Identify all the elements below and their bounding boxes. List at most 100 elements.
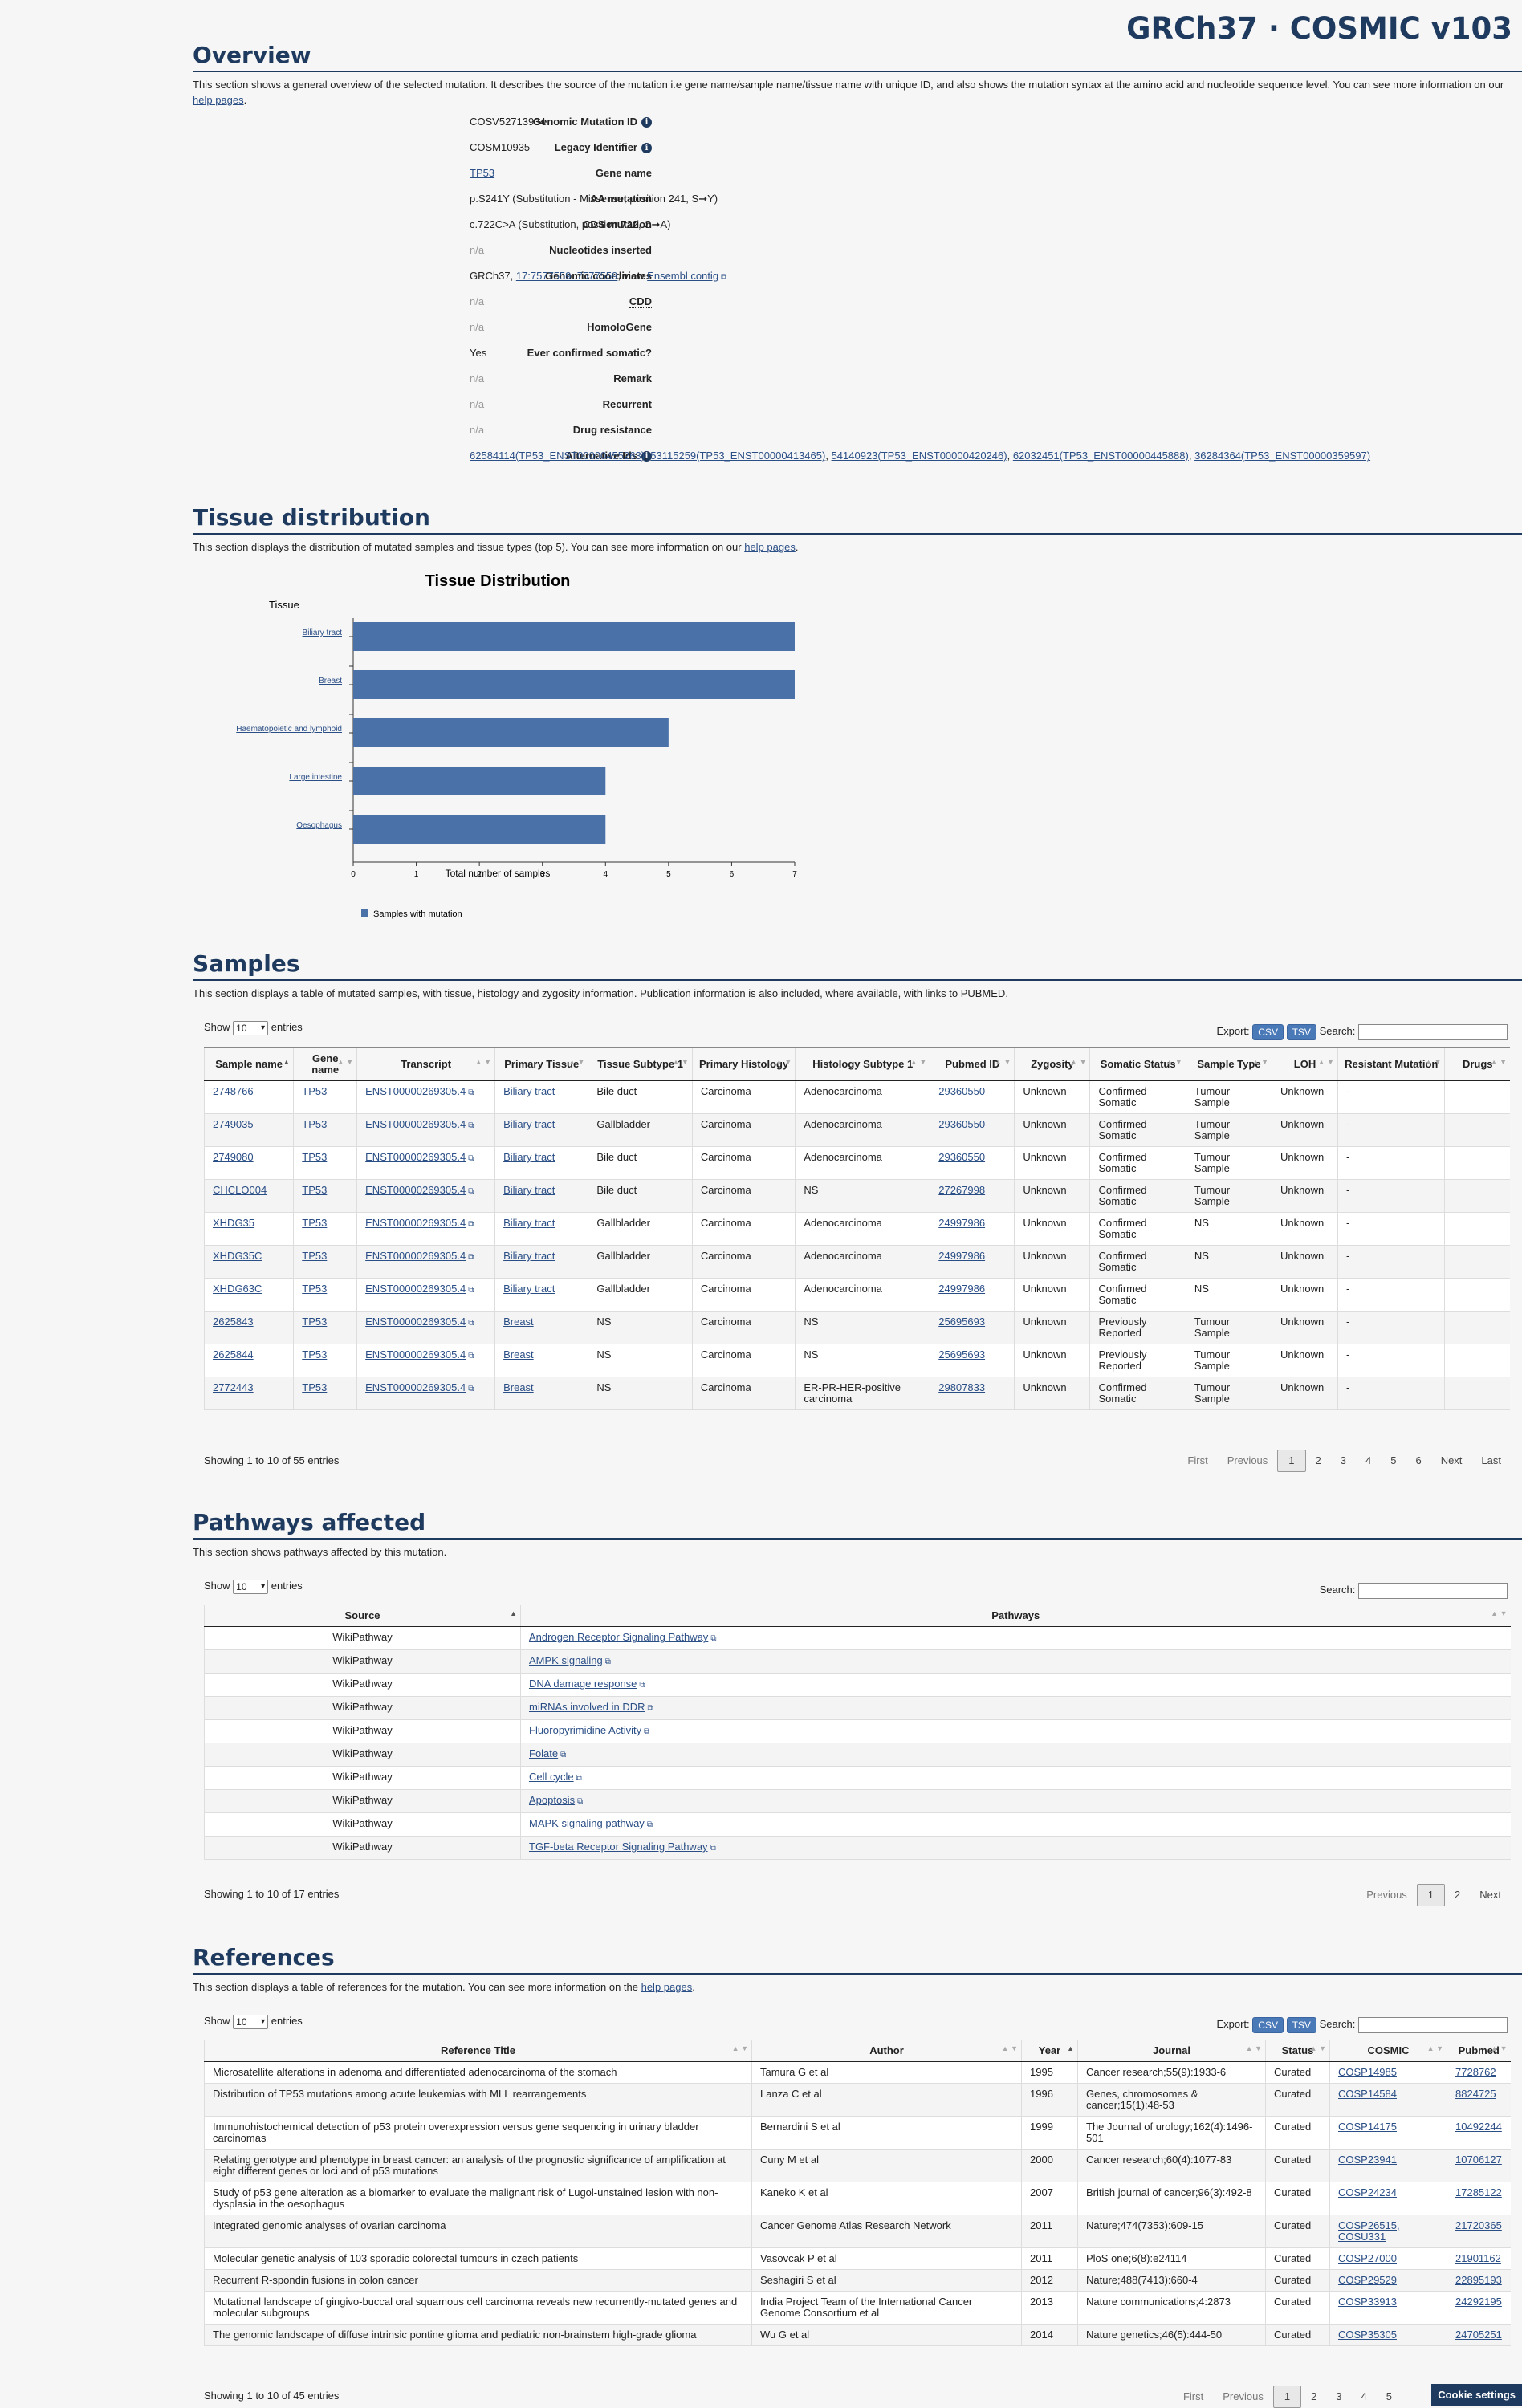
- coordinates-link[interactable]: 17:7577559..7577559: [515, 270, 618, 282]
- cosmic-link[interactable]: COSP26515, COSU331: [1338, 2219, 1400, 2243]
- page-4[interactable]: 4: [1365, 1454, 1372, 1466]
- column-header-sample-name[interactable]: Sample name ▲: [203, 1047, 294, 1081]
- info-icon[interactable]: i: [641, 451, 652, 462]
- column-header-somatic-status[interactable]: Somatic Status ▲ ▼: [1089, 1047, 1186, 1081]
- bar-biliary-tract[interactable]: [353, 622, 795, 651]
- page-last[interactable]: Last: [1481, 1454, 1501, 1466]
- primary-tissue-link[interactable]: Biliary tract: [503, 1217, 555, 1229]
- sample-name-link[interactable]: CHCLO004: [213, 1184, 267, 1196]
- alternative-id-link[interactable]: 36284364(TP53_ENST00000359597): [1194, 449, 1371, 462]
- column-header-status[interactable]: Status ▲ ▼: [1265, 2040, 1330, 2062]
- primary-tissue-link[interactable]: Biliary tract: [503, 1151, 555, 1163]
- gene-name-link[interactable]: TP53: [470, 167, 495, 179]
- page-first[interactable]: First: [1182, 2390, 1204, 2402]
- category-label-large-intestine[interactable]: Large intestine: [289, 773, 342, 782]
- transcript-link[interactable]: ENST00000269305.4: [365, 1316, 466, 1328]
- pathways-length-select[interactable]: 10: [233, 1579, 269, 1594]
- page-previous[interactable]: Previous: [1227, 1454, 1268, 1466]
- pubmed-link[interactable]: 7728762: [1455, 2066, 1496, 2078]
- bar-haematopoietic-and-lymphoid[interactable]: [353, 718, 669, 747]
- alternative-id-link[interactable]: 62032451(TP53_ENST00000445888): [1012, 449, 1189, 462]
- column-header-loh[interactable]: LOH ▲ ▼: [1272, 1047, 1338, 1081]
- alternative-id-link[interactable]: 53115259(TP53_ENST00000413465): [650, 449, 826, 462]
- pathways-search-input[interactable]: [1358, 1582, 1508, 1599]
- pubmed-link[interactable]: 24292195: [1455, 2296, 1502, 2308]
- gene-name-link[interactable]: TP53: [302, 1184, 328, 1196]
- tissue-help-link[interactable]: help pages: [744, 541, 796, 553]
- references-csv-button[interactable]: CSV: [1252, 2016, 1284, 2033]
- column-header-pubmed-id[interactable]: Pubmed ID ▲ ▼: [930, 1047, 1015, 1081]
- cosmic-link[interactable]: COSP23941: [1338, 2154, 1397, 2166]
- page-1[interactable]: 1: [1416, 1884, 1446, 1906]
- transcript-link[interactable]: ENST00000269305.4: [365, 1283, 466, 1295]
- page-1[interactable]: 1: [1272, 2386, 1302, 2408]
- references-length-select[interactable]: 10: [233, 2014, 269, 2029]
- pathways-link[interactable]: TGF-beta Receptor Signaling Pathway: [529, 1841, 708, 1853]
- transcript-link[interactable]: ENST00000269305.4: [365, 1250, 466, 1262]
- column-header-reference-title[interactable]: Reference Title ▲ ▼: [204, 2040, 752, 2062]
- pubmed-id-link[interactable]: 29360550: [938, 1085, 986, 1097]
- sample-name-link[interactable]: XHDG63C: [213, 1283, 262, 1295]
- page-next[interactable]: Next: [1479, 1889, 1501, 1901]
- pubmed-id-link[interactable]: 24997986: [938, 1283, 986, 1295]
- samples-tsv-button[interactable]: TSV: [1286, 1023, 1316, 1040]
- pathways-link[interactable]: Folate: [529, 1747, 559, 1759]
- sample-name-link[interactable]: XHDG35C: [213, 1250, 262, 1262]
- page-5[interactable]: 5: [1386, 2390, 1392, 2402]
- pubmed-link[interactable]: 21720365: [1455, 2219, 1502, 2231]
- category-label-oesophagus[interactable]: Oesophagus: [296, 821, 342, 830]
- category-label-breast[interactable]: Breast: [319, 677, 342, 685]
- column-header-journal[interactable]: Journal ▲ ▼: [1077, 2040, 1266, 2062]
- gene-name-link[interactable]: TP53: [302, 1381, 328, 1393]
- sample-name-link[interactable]: 2625844: [213, 1348, 254, 1361]
- column-header-pathways[interactable]: Pathways ▲ ▼: [520, 1605, 1511, 1627]
- page-3[interactable]: 3: [1340, 1454, 1346, 1466]
- pathways-link[interactable]: AMPK signaling: [529, 1654, 603, 1666]
- cosmic-link[interactable]: COSP33913: [1338, 2296, 1397, 2308]
- page-previous[interactable]: Previous: [1223, 2390, 1264, 2402]
- overview-help-link[interactable]: help pages: [193, 94, 244, 106]
- page-2[interactable]: 2: [1311, 2390, 1317, 2402]
- column-header-cosmic[interactable]: COSMIC ▲ ▼: [1329, 2040, 1447, 2062]
- pubmed-link[interactable]: 10492244: [1455, 2121, 1502, 2133]
- page-2[interactable]: 2: [1455, 1889, 1461, 1901]
- column-header-year[interactable]: Year ▲: [1021, 2040, 1078, 2062]
- bar-breast[interactable]: [353, 670, 795, 699]
- primary-tissue-link[interactable]: Biliary tract: [503, 1118, 555, 1130]
- column-header-zygosity[interactable]: Zygosity ▲ ▼: [1014, 1047, 1090, 1081]
- pathways-link[interactable]: Fluoropyrimidine Activity: [529, 1724, 642, 1736]
- pubmed-link[interactable]: 17285122: [1455, 2186, 1502, 2199]
- page-2[interactable]: 2: [1315, 1454, 1321, 1466]
- info-icon[interactable]: i: [641, 143, 652, 153]
- primary-tissue-link[interactable]: Biliary tract: [503, 1184, 555, 1196]
- pathways-link[interactable]: MAPK signaling pathway: [529, 1817, 645, 1829]
- column-header-primary-histology[interactable]: Primary Histology ▲ ▼: [691, 1047, 796, 1081]
- cosmic-link[interactable]: COSP27000: [1338, 2252, 1397, 2264]
- bar-oesophagus[interactable]: [353, 815, 606, 844]
- gene-name-link[interactable]: TP53: [302, 1085, 328, 1097]
- cosmic-link[interactable]: COSP29529: [1338, 2274, 1397, 2286]
- page-3[interactable]: 3: [1336, 2390, 1342, 2402]
- page-previous[interactable]: Previous: [1366, 1889, 1407, 1901]
- column-header-resistant-mutation[interactable]: Resistant Mutation ▲ ▼: [1337, 1047, 1445, 1081]
- pubmed-id-link[interactable]: 24997986: [938, 1250, 986, 1262]
- pubmed-id-link[interactable]: 25695693: [938, 1316, 986, 1328]
- primary-tissue-link[interactable]: Breast: [503, 1348, 534, 1361]
- pathways-link[interactable]: DNA damage response: [529, 1678, 637, 1690]
- samples-search-input[interactable]: [1358, 1023, 1508, 1040]
- category-label-biliary-tract[interactable]: Biliary tract: [303, 628, 343, 637]
- pubmed-link[interactable]: 21901162: [1455, 2252, 1501, 2264]
- transcript-link[interactable]: ENST00000269305.4: [365, 1151, 466, 1163]
- primary-tissue-link[interactable]: Biliary tract: [503, 1283, 555, 1295]
- samples-csv-button[interactable]: CSV: [1252, 1023, 1284, 1040]
- primary-tissue-link[interactable]: Biliary tract: [503, 1250, 555, 1262]
- references-tsv-button[interactable]: TSV: [1286, 2016, 1316, 2033]
- gene-name-link[interactable]: TP53: [302, 1151, 328, 1163]
- info-icon[interactable]: i: [641, 117, 652, 128]
- sample-name-link[interactable]: 2625843: [213, 1316, 254, 1328]
- column-header-primary-tissue[interactable]: Primary Tissue ▲ ▼: [494, 1047, 588, 1081]
- primary-tissue-link[interactable]: Breast: [503, 1381, 534, 1393]
- gene-name-link[interactable]: TP53: [302, 1118, 328, 1130]
- column-header-source[interactable]: Source ▲: [204, 1605, 521, 1627]
- pubmed-link[interactable]: 24705251: [1455, 2329, 1502, 2341]
